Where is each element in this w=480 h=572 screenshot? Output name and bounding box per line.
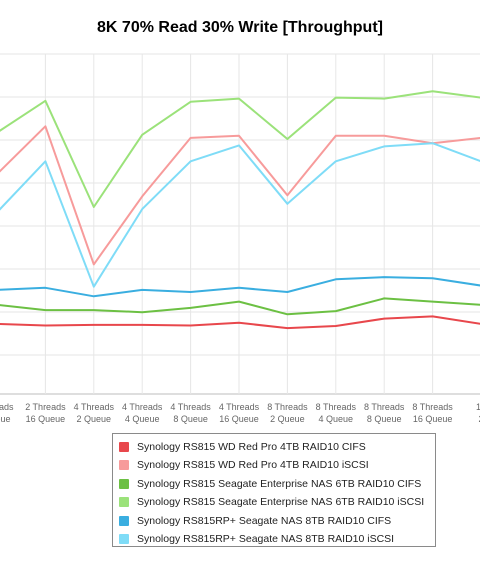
legend-swatch: [119, 478, 129, 489]
x-tick-label: ThreadsQueue: [0, 402, 14, 424]
x-tick-label: 8 Threads 8 Queue: [364, 402, 405, 424]
legend-swatch: [119, 497, 129, 508]
legend-item[interactable]: Synology RS815 Seagate Enterprise NAS 6T…: [119, 475, 421, 493]
horizontal-gridlines: [0, 53, 480, 395]
chart-title: 8K 70% Read 30% Write [Throughput]: [97, 19, 383, 36]
series-line-6: [0, 142, 480, 288]
x-tick-label: 8 Threads 2 Queue: [267, 402, 308, 424]
series-line-2: [0, 125, 480, 266]
legend-item[interactable]: Synology RS815RP+ Seagate NAS 8TB RAID10…: [119, 512, 391, 530]
legend-swatch: [119, 442, 129, 452]
vertical-gridlines: [44, 54, 434, 394]
series-line-3: [0, 297, 480, 316]
legend-label: Synology RS815 WD Red Pro 4TB RAID10 CIF…: [137, 441, 366, 453]
x-tick-label: 4 Threads 16 Queue: [219, 402, 260, 424]
legend-label: Synology RS815RP+ Seagate NAS 8TB RAID10…: [137, 514, 392, 527]
x-tick-label: 8 Threads 16 Queue: [412, 402, 453, 424]
x-tick-label: 4 Threads 8 Queue: [170, 402, 211, 424]
legend: Synology RS815 WD Red Pro 4TB RAID10 CIF…: [112, 433, 436, 547]
series-line-1: [0, 315, 480, 330]
x-tick-label: 2 Threads 16 Queue: [25, 402, 66, 424]
x-tick-label: 4 Threads 4 Queue: [122, 402, 163, 424]
legend-item[interactable]: Synology RS815 WD Red Pro 4TB RAID10 CIF…: [119, 438, 366, 456]
x-tick-label: 8 Threads 4 Queue: [316, 402, 357, 424]
series-line-5: [0, 276, 480, 298]
x-tick-label: 162: [476, 402, 480, 424]
legend-label: Synology RS815 Seagate Enterprise NAS 6T…: [137, 496, 425, 509]
legend-label: Synology RS815RP+ Seagate NAS 8TB RAID10…: [137, 533, 395, 545]
series-lines: [0, 90, 480, 330]
series-line-4: [0, 90, 480, 208]
legend-swatch: [119, 515, 129, 526]
legend-item[interactable]: Synology RS815RP+ Seagate NAS 8TB RAID10…: [119, 530, 394, 548]
legend-swatch: [119, 460, 129, 471]
legend-swatch: [119, 534, 129, 544]
x-tick-label: 4 Threads 2 Queue: [74, 402, 115, 424]
legend-label: Synology RS815 WD Red Pro 4TB RAID10 iSC…: [137, 459, 369, 472]
legend-item[interactable]: Synology RS815 WD Red Pro 4TB RAID10 iSC…: [119, 456, 369, 474]
legend-item[interactable]: Synology RS815 Seagate Enterprise NAS 6T…: [119, 493, 424, 511]
legend-label: Synology RS815 Seagate Enterprise NAS 6T…: [137, 477, 422, 490]
